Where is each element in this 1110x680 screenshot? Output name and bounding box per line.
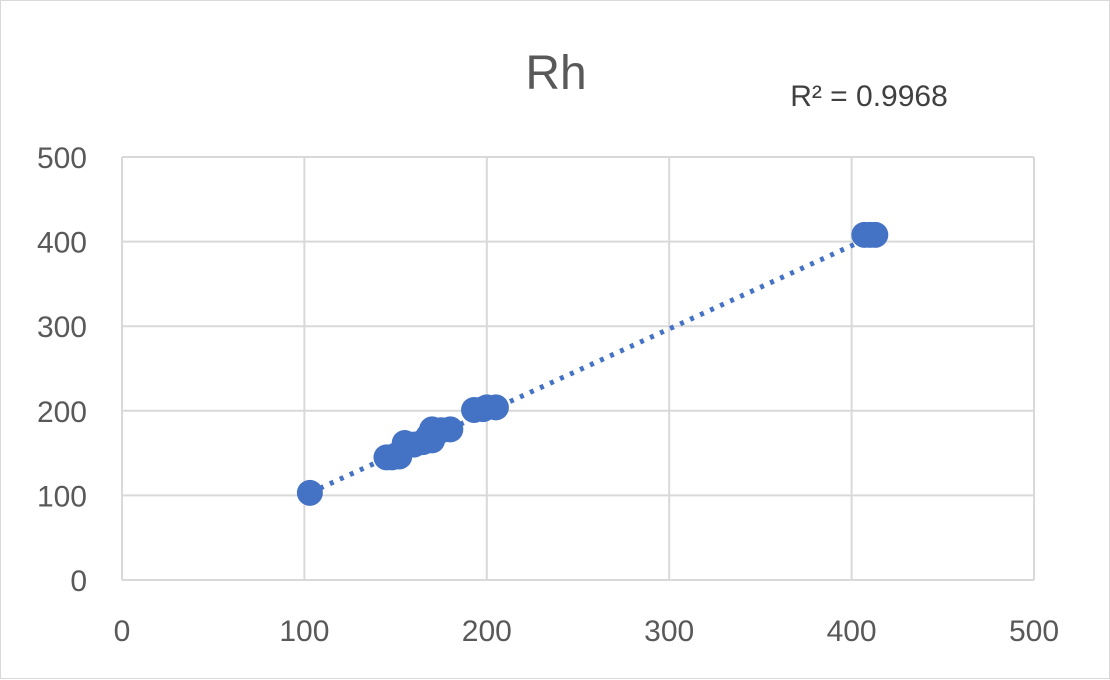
chart-title: Rh	[525, 47, 586, 100]
x-tick-label: 300	[644, 615, 694, 648]
y-tick-label: 400	[37, 227, 87, 260]
x-tick-label: 100	[279, 615, 329, 648]
y-tick-label: 200	[37, 396, 87, 429]
r-squared-annotation: R² = 0.9968	[790, 80, 948, 113]
x-tick-label: 0	[114, 615, 131, 648]
y-tick-label: 100	[37, 480, 87, 513]
x-tick-label: 400	[827, 615, 877, 648]
y-tick-label: 0	[70, 565, 87, 598]
x-tick-label: 200	[462, 615, 512, 648]
x-tick-label: 500	[1009, 615, 1059, 648]
trendline-layer	[308, 232, 877, 496]
trendline	[308, 232, 877, 496]
y-tick-label: 500	[37, 142, 87, 175]
y-tick-label: 300	[37, 311, 87, 344]
data-point	[296, 479, 323, 506]
tick-labels: 0 100 200 300 400 500 0 100 200 300 400 500	[37, 142, 1059, 648]
data-point	[862, 221, 889, 248]
gridlines	[121, 156, 1035, 581]
data-points	[296, 221, 889, 506]
data-point	[437, 416, 464, 443]
data-point	[482, 394, 509, 421]
